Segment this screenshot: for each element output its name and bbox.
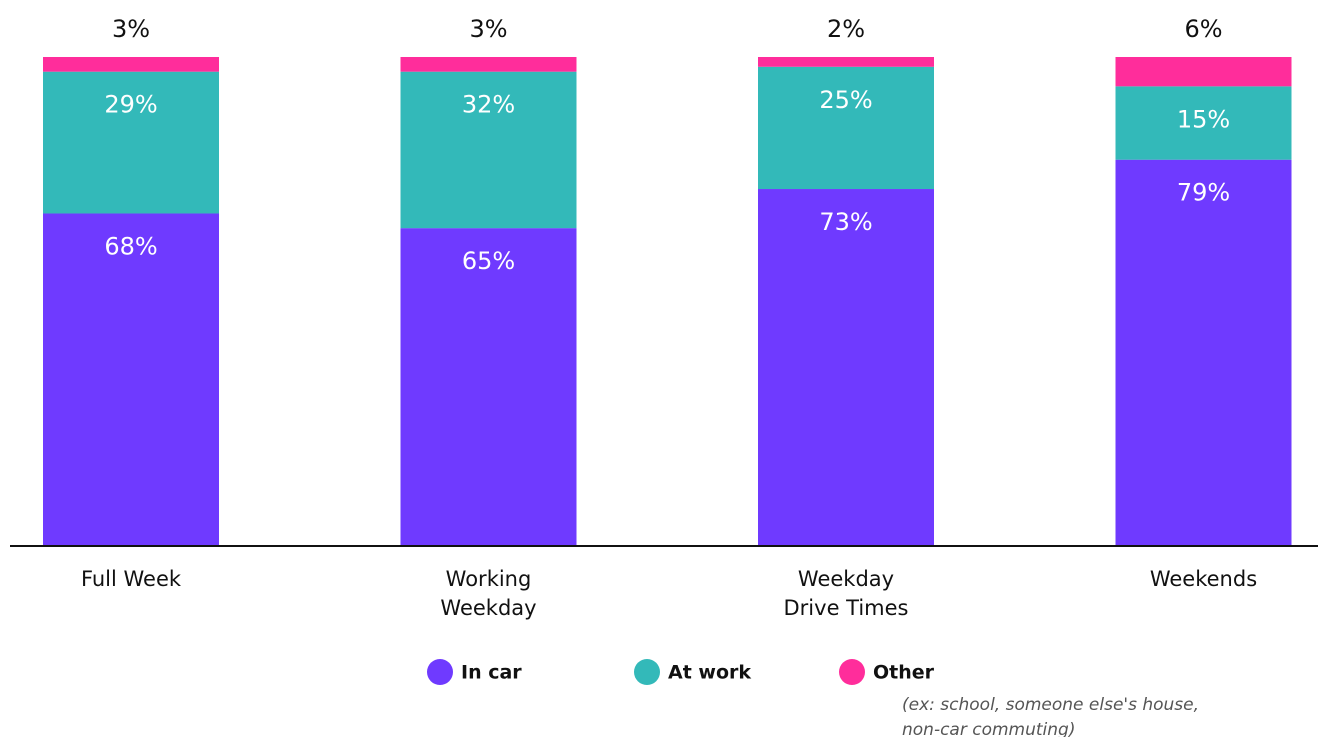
legend-marker <box>427 659 453 685</box>
bar-segment <box>400 71 577 229</box>
legend-label: At work <box>668 662 751 684</box>
value-label: 73% <box>819 208 872 236</box>
bar-segment <box>400 57 577 72</box>
x-tick-label: Weekends <box>1150 567 1257 591</box>
legend-marker <box>634 659 660 685</box>
value-label: 25% <box>819 86 872 114</box>
value-label: 15% <box>1177 105 1230 133</box>
legend-label: In car <box>461 662 522 684</box>
bar-segment <box>1115 57 1292 87</box>
bar-segment <box>758 189 934 546</box>
legend-label: Other <box>873 662 935 684</box>
value-label: 32% <box>462 91 515 119</box>
legend-marker <box>839 659 865 685</box>
value-label: 3% <box>112 15 150 43</box>
bar-segment <box>400 228 577 546</box>
value-label: 68% <box>104 232 157 260</box>
bar-segment <box>43 57 219 72</box>
x-tick-label: Weekday Drive Times <box>784 567 909 620</box>
legend-note: (ex: school, someone else's house, non-ca… <box>902 695 1199 737</box>
value-label: 29% <box>104 91 157 119</box>
bar-segment <box>758 57 934 67</box>
bar-segment <box>1115 86 1292 160</box>
value-label: 2% <box>827 15 865 43</box>
value-label: 65% <box>462 247 515 275</box>
x-tick-label: Full Week <box>81 567 182 591</box>
bar-segment <box>43 71 219 214</box>
value-label: 3% <box>469 15 507 43</box>
x-tick-label: Working Weekday <box>440 567 536 620</box>
value-label: 79% <box>1177 179 1230 207</box>
bar-segment <box>1115 159 1292 546</box>
bar-segment <box>43 213 219 547</box>
value-label: 6% <box>1184 15 1222 43</box>
bar-segment <box>758 66 934 190</box>
